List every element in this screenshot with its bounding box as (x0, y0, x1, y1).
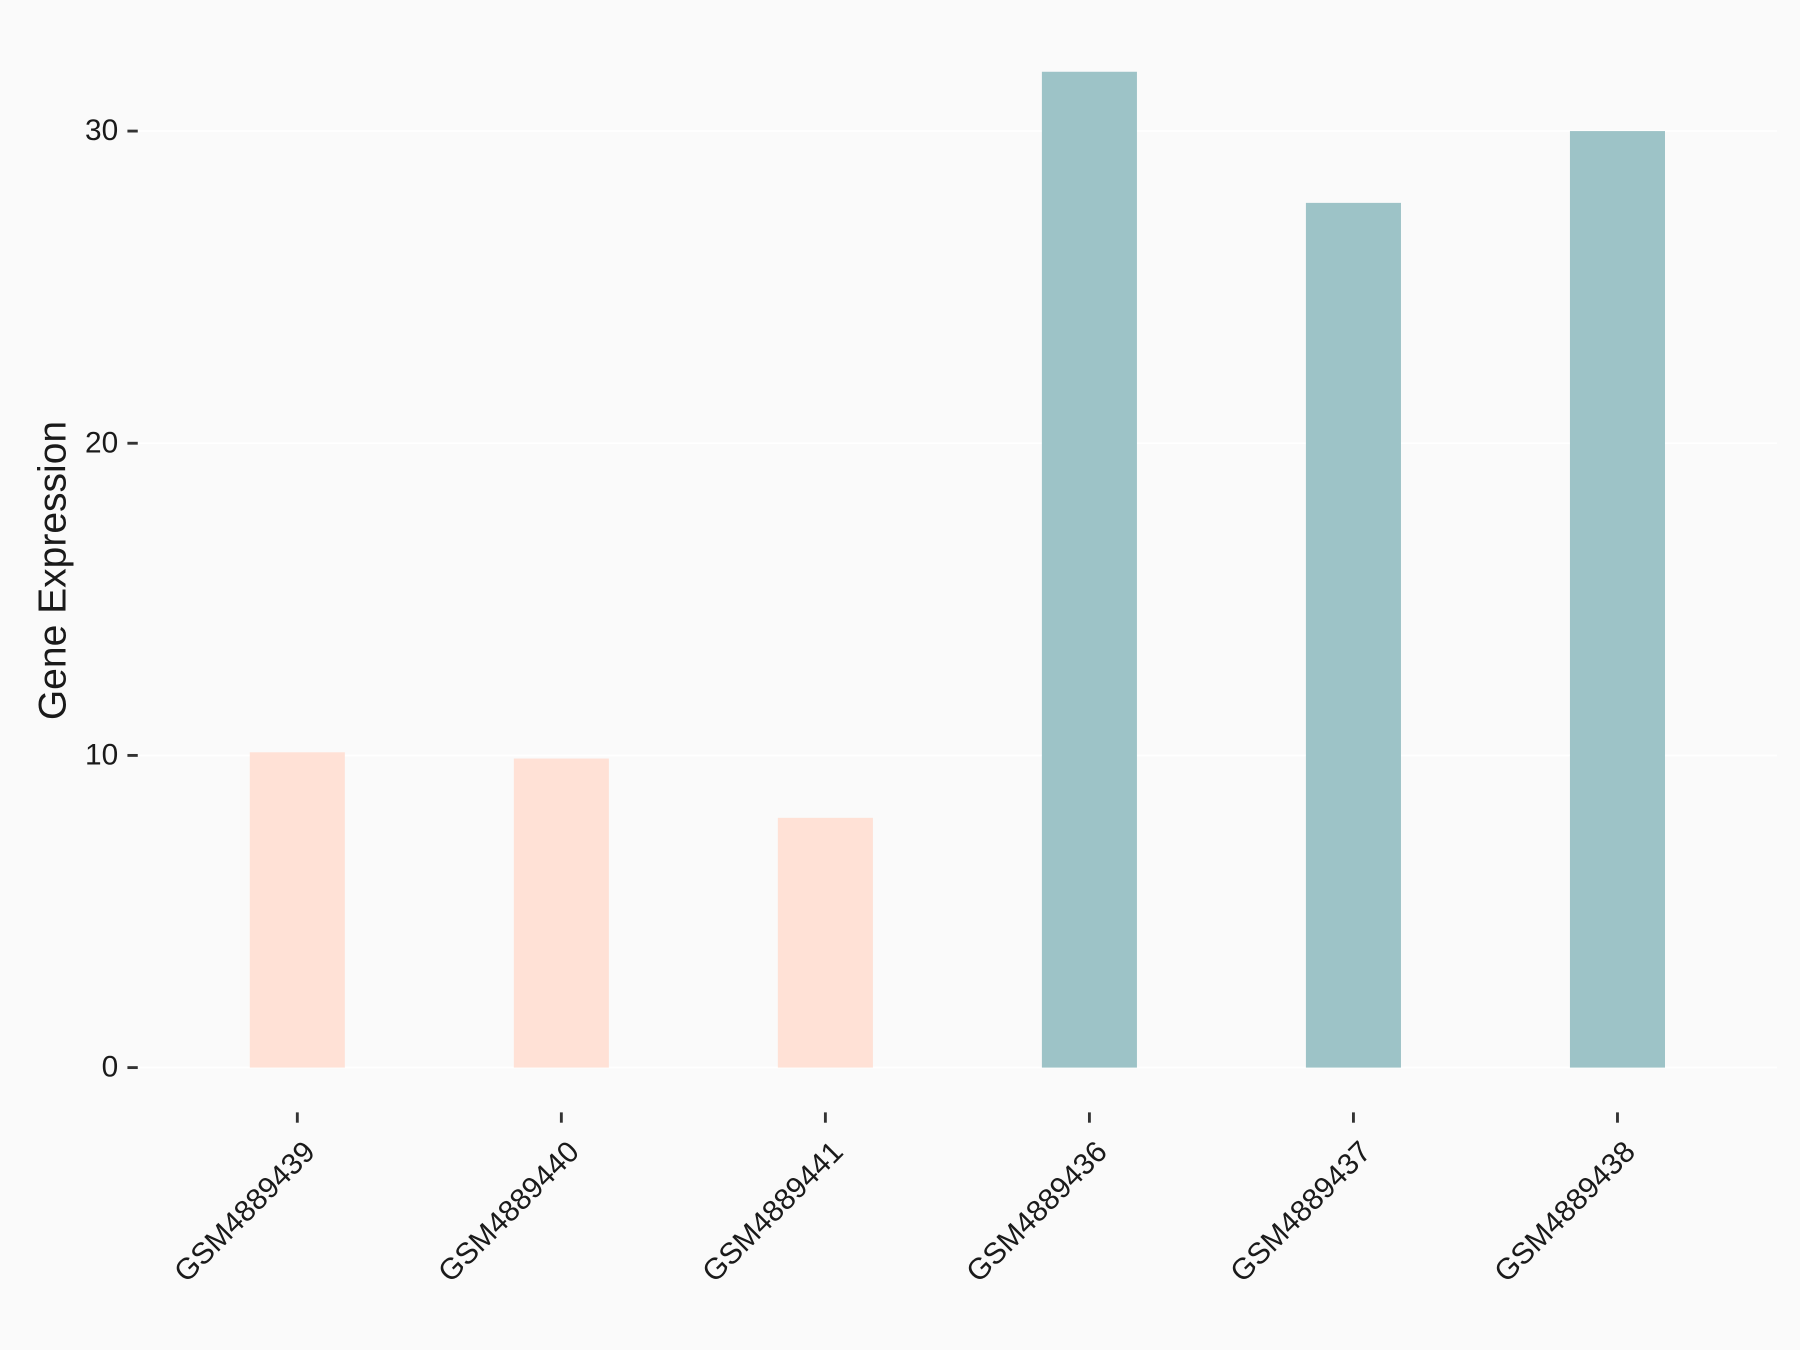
y-axis-label: Gene Expression (31, 421, 74, 720)
bar (249, 752, 345, 1068)
y-tick-label: 0 (102, 1051, 119, 1084)
y-tick-label: 10 (85, 738, 118, 771)
bar (1569, 131, 1665, 1068)
y-tick-label: 20 (85, 426, 118, 459)
bar (513, 758, 609, 1068)
bar (1305, 202, 1401, 1068)
bar (1041, 71, 1137, 1068)
bar (777, 817, 873, 1068)
y-tick-label: 30 (85, 114, 118, 147)
